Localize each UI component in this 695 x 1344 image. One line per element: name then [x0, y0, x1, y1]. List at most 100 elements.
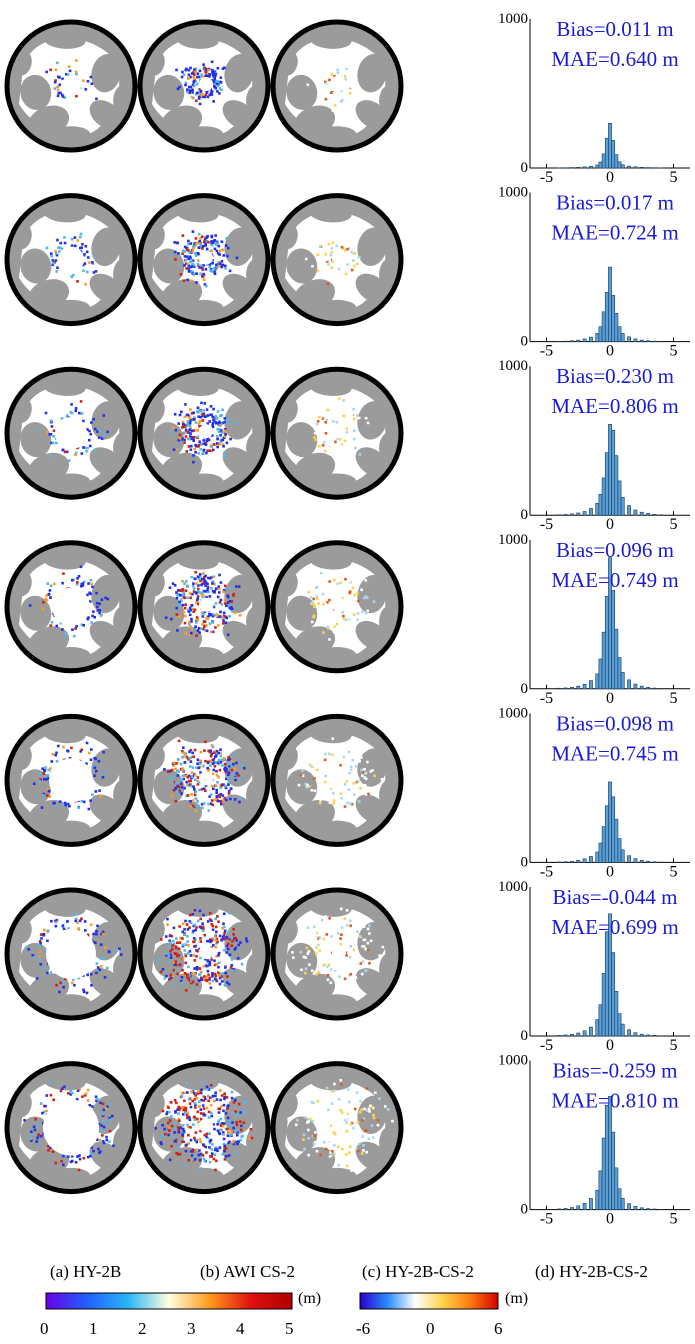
pole-hole [199, 771, 213, 786]
ice-pixel [211, 762, 215, 765]
ice-pixel [181, 767, 184, 770]
ice-pixel [235, 771, 239, 775]
ice-pixel [219, 1098, 222, 1102]
ice-pixel [307, 1153, 310, 1157]
ice-pixel [337, 789, 340, 793]
histogram-bar [652, 861, 657, 863]
ice-pixel [186, 940, 190, 943]
ice-pixel [313, 1109, 316, 1113]
ice-pixel [314, 952, 318, 956]
ice-pixel [337, 983, 341, 986]
ice-pixel [219, 751, 222, 755]
ice-pixel [171, 582, 175, 585]
ice-pixel [336, 437, 339, 441]
ice-pixel [352, 1147, 356, 1151]
ice-pixel [304, 1110, 308, 1114]
ice-pixel [212, 75, 216, 78]
ice-pixel [215, 773, 219, 777]
ice-pixel [332, 630, 336, 634]
colorbar-difference-tick: -6 [356, 1319, 371, 1338]
ice-pixel [194, 1094, 197, 1097]
ice-pixel [195, 955, 198, 958]
ice-pixel [186, 1123, 189, 1127]
ice-pixel [217, 264, 221, 268]
ice-pixel [89, 1152, 93, 1156]
ice-pixel [49, 252, 53, 255]
ice-pixel [103, 771, 107, 774]
ice-pixel [351, 259, 355, 262]
ice-pixel [39, 1102, 43, 1105]
y-tick-label: 1000 [498, 11, 528, 27]
ice-pixel [176, 589, 180, 592]
ice-pixel [333, 592, 337, 596]
ice-pixel [211, 604, 215, 608]
ice-pixel [207, 802, 210, 806]
landmass [286, 769, 318, 805]
ice-pixel [177, 615, 181, 619]
ice-pixel [101, 1140, 105, 1143]
ice-pixel [331, 260, 335, 264]
landmass [176, 378, 219, 397]
ice-pixel [333, 76, 337, 80]
ice-pixel [93, 449, 97, 452]
ice-pixel [91, 1105, 94, 1108]
ice-pixel [193, 923, 197, 927]
ice-pixel [181, 930, 185, 934]
ice-pixel [89, 748, 93, 751]
ice-pixel [199, 92, 202, 96]
ice-pixel [199, 1167, 203, 1170]
ice-pixel [334, 921, 337, 925]
ice-pixel [325, 441, 328, 445]
landmass [224, 227, 255, 266]
map-frame [4, 1061, 138, 1195]
ice-pixel [324, 253, 327, 256]
ice-pixel [196, 262, 200, 266]
ice-pixel [196, 800, 199, 803]
ice-pixel [210, 1148, 214, 1151]
ice-pixel [106, 597, 110, 601]
ice-pixel [357, 1149, 360, 1153]
ice-pixel [217, 430, 221, 434]
ice-pixel [168, 939, 172, 943]
ice-pixel [235, 761, 238, 765]
ice-pixel [177, 947, 181, 951]
ice-pixel [343, 923, 347, 926]
ice-pixel [186, 784, 189, 787]
ice-pixel [80, 412, 84, 415]
ice-pixel [192, 936, 196, 940]
ice-pixel [166, 960, 170, 963]
ice-pixel [210, 243, 214, 247]
ice-pixel [211, 448, 215, 452]
ice-pixel [208, 939, 212, 943]
ice-pixel [220, 265, 224, 269]
ice-pixel [234, 422, 237, 425]
histogram-bar [570, 340, 574, 342]
ice-pixel [177, 438, 181, 442]
ice-pixel [224, 769, 227, 772]
ice-pixel [207, 809, 211, 812]
ice-pixel [189, 779, 192, 783]
ice-pixel [173, 250, 177, 254]
ice-pixel [216, 66, 220, 70]
ice-pixel [198, 1138, 202, 1141]
ice-pixel [242, 1121, 246, 1124]
ice-pixel [79, 565, 83, 569]
ice-pixel [211, 70, 214, 74]
ice-pixel [47, 789, 51, 793]
ice-pixel [203, 283, 207, 286]
ice-pixel [200, 926, 203, 930]
mae-label: MAE=0.749 m [551, 568, 678, 592]
ice-pixel [188, 623, 191, 626]
ice-pixel [212, 944, 215, 947]
ice-pixel [93, 615, 97, 619]
ice-pixel [70, 1159, 74, 1163]
ice-pixel [218, 262, 222, 265]
ice-pixel [219, 748, 222, 751]
ice-pixel [173, 1098, 177, 1102]
ice-pixel [80, 623, 84, 627]
ice-pixel [190, 784, 193, 788]
ice-pixel [230, 1096, 234, 1100]
ice-pixel [195, 272, 198, 276]
ice-pixel [223, 1158, 227, 1161]
ice-pixel [361, 1135, 364, 1138]
